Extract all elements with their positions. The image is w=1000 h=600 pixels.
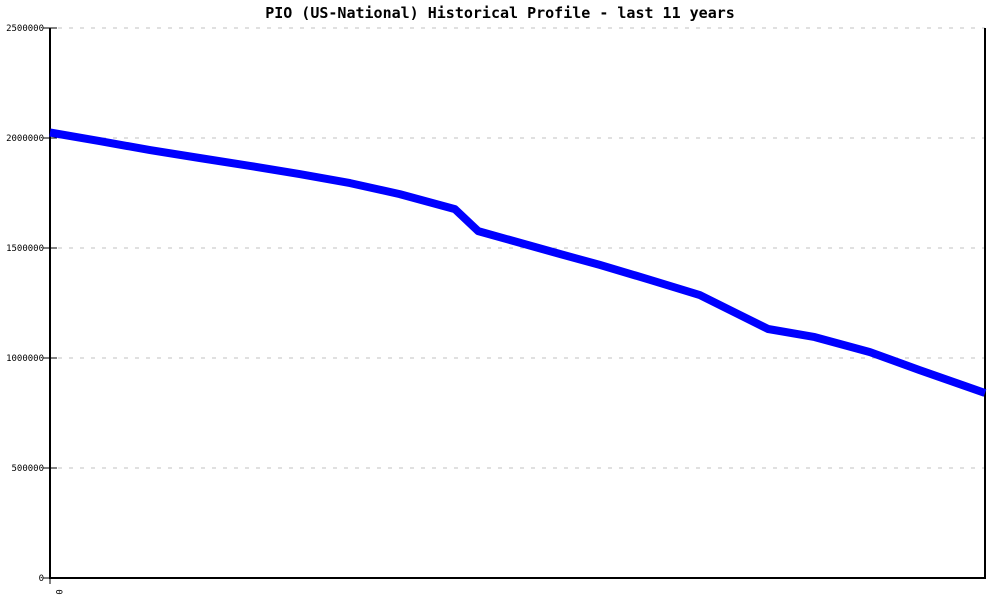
data-line <box>49 128 987 397</box>
y-tick-label: 1000000 <box>6 354 44 364</box>
chart-title: PIO (US-National) Historical Profile - l… <box>265 4 735 22</box>
y-tick-label: 1500000 <box>6 244 44 254</box>
y-tick-label: 2000000 <box>6 134 44 144</box>
y-tick-label: 500000 <box>11 464 44 474</box>
x-tick-label: 0 <box>53 589 63 594</box>
y-tick-label: 2500000 <box>6 24 44 34</box>
y-tick-label: 0 <box>39 574 44 584</box>
